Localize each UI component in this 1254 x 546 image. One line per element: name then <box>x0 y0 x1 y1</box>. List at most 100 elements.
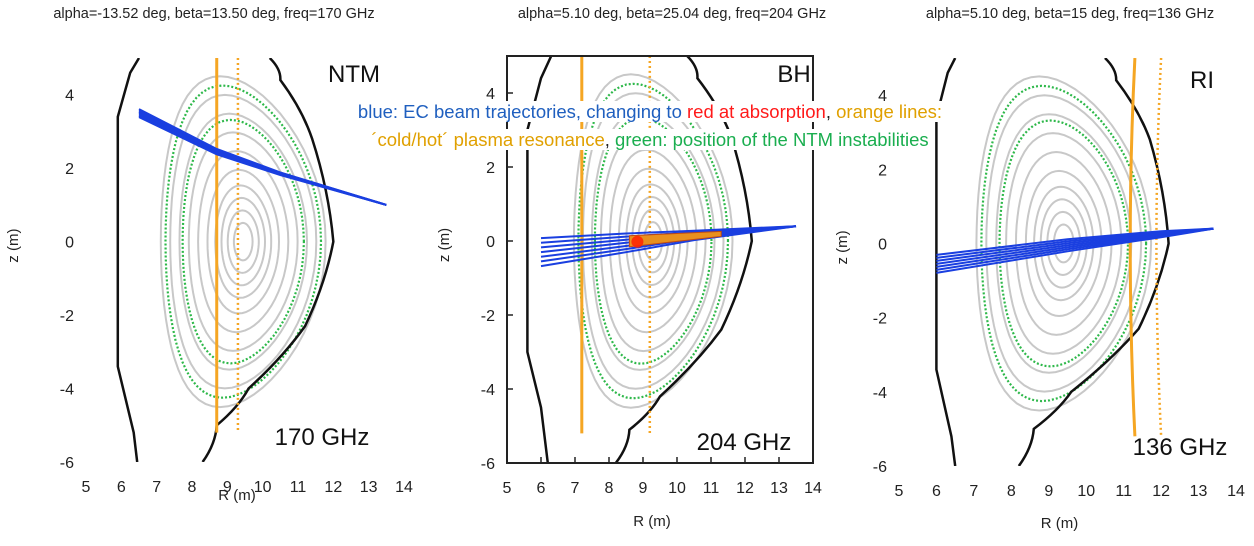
scenario-label: BH <box>777 61 810 88</box>
x-tick-label: 11 <box>290 479 307 496</box>
plot-frame <box>506 55 814 464</box>
flux-surface <box>206 168 281 315</box>
flux-surface <box>214 184 273 299</box>
x-tick-label: 12 <box>1152 483 1170 500</box>
flux-surface <box>178 112 309 371</box>
flux-surface <box>995 113 1133 374</box>
flux-surface <box>197 150 290 334</box>
flux-surface <box>1005 132 1123 355</box>
flux-surface <box>187 131 299 352</box>
x-axis-label: R (m) <box>1041 515 1079 532</box>
vessel-wall <box>935 58 957 466</box>
vessel-wall <box>116 58 141 462</box>
x-tick-label: 13 <box>360 479 378 496</box>
y-tick-label: 4 <box>878 88 887 105</box>
y-axis-label: z (m) <box>436 228 453 262</box>
separatrix <box>614 56 754 463</box>
y-tick-label: -4 <box>873 385 887 402</box>
legend-green-text: green: position of the NTM instabilities <box>615 129 929 150</box>
y-tick-label: -4 <box>60 382 74 399</box>
legend-orange-text: orange lines: <box>836 101 943 122</box>
x-tick-label: 11 <box>1115 483 1132 500</box>
legend-separator: , <box>825 101 837 122</box>
hot-resonance-line <box>1155 58 1163 437</box>
x-tick-label: 9 <box>639 480 648 497</box>
x-tick-label: 6 <box>537 480 546 497</box>
x-tick-label: 12 <box>736 480 754 497</box>
x-tick-label: 6 <box>117 479 126 496</box>
x-tick-label: 12 <box>324 479 342 496</box>
x-tick-label: 9 <box>1044 483 1053 500</box>
ntm-surface <box>998 119 1130 368</box>
x-tick-label: 8 <box>1007 483 1016 500</box>
color-legend: blue: EC beam trajectories, changing to … <box>270 98 1030 154</box>
y-tick-label: 0 <box>878 236 887 253</box>
y-tick-label: 2 <box>65 161 74 178</box>
x-tick-label: 5 <box>503 480 512 497</box>
scenario-label: NTM <box>328 61 380 88</box>
x-tick-label: 10 <box>668 480 686 497</box>
flux-surface <box>226 209 260 274</box>
flux-surface <box>1039 198 1088 289</box>
cold-resonance-line <box>1128 58 1137 437</box>
plot-area <box>935 58 1214 466</box>
beam-ray <box>540 225 797 268</box>
x-tick-label: 10 <box>254 479 272 496</box>
x-tick-label: 8 <box>188 479 197 496</box>
legend-blue-text: blue: EC beam trajectories, changing to <box>357 101 687 122</box>
x-tick-label: 14 <box>1227 483 1245 500</box>
y-tick-label: -6 <box>481 456 495 473</box>
x-tick-label: 11 <box>703 480 720 497</box>
x-tick-label: 5 <box>82 479 91 496</box>
legend-line-1: blue: EC beam trajectories, changing to … <box>270 98 1030 126</box>
separatrix <box>1017 58 1170 466</box>
x-tick-label: 7 <box>969 483 978 500</box>
flux-surface <box>220 196 267 287</box>
x-tick-label: 13 <box>770 480 788 497</box>
frequency-label: 136 GHz <box>1133 434 1228 461</box>
x-axis-label: R (m) <box>633 513 671 530</box>
beam-ray <box>138 116 387 206</box>
chart-panel-2: alpha=5.10 deg, beta=25.04 deg, freq=204… <box>436 6 826 530</box>
y-tick-label: 4 <box>65 88 74 105</box>
ntm-surface <box>164 84 323 399</box>
beam-ray <box>936 227 1214 274</box>
y-tick-label: -4 <box>481 382 495 399</box>
chart-panel-3: alpha=5.10 deg, beta=15 deg, freq=136 GH… <box>834 6 1245 532</box>
y-tick-label: 4 <box>486 86 495 103</box>
y-tick-label: 0 <box>65 235 74 252</box>
legend-separator: , <box>604 129 616 150</box>
ntm-surface <box>181 118 306 365</box>
y-tick-label: -2 <box>873 311 887 328</box>
vessel-wall <box>526 56 553 463</box>
y-tick-label: -2 <box>481 308 495 325</box>
x-tick-label: 13 <box>1190 483 1208 500</box>
flux-surface <box>169 93 318 390</box>
legend-resonance-text: ´cold/hot´ plasma resonance <box>371 129 605 150</box>
flux-surface <box>159 75 327 409</box>
plot-area <box>116 58 387 462</box>
frequency-label: 204 GHz <box>697 429 792 456</box>
y-tick-label: -2 <box>60 308 74 325</box>
plot-area <box>526 56 797 463</box>
y-tick-label: -6 <box>873 459 887 476</box>
flux-surface <box>625 183 682 299</box>
x-tick-label: 5 <box>895 483 904 500</box>
x-tick-label: 7 <box>152 479 161 496</box>
chart-title: alpha=5.10 deg, beta=25.04 deg, freq=204… <box>518 6 826 22</box>
x-tick-label: 10 <box>1077 483 1095 500</box>
absorption-region <box>628 230 722 248</box>
chart-panel-1: alpha=-13.52 deg, beta=13.50 deg, freq=1… <box>5 6 413 504</box>
flux-surface <box>1014 150 1113 336</box>
x-axis-label: R (m) <box>218 487 256 504</box>
scenario-label: RI <box>1190 67 1214 94</box>
x-tick-label: 14 <box>395 479 413 496</box>
absorption-peak <box>631 235 644 248</box>
flux-surface <box>232 221 254 262</box>
x-tick-label: 9 <box>223 479 232 496</box>
legend-red-text: red at absorption <box>687 101 826 122</box>
x-tick-label: 14 <box>804 480 822 497</box>
y-tick-label: 2 <box>878 162 887 179</box>
chart-title: alpha=5.10 deg, beta=15 deg, freq=136 GH… <box>926 6 1214 22</box>
x-tick-label: 7 <box>571 480 580 497</box>
